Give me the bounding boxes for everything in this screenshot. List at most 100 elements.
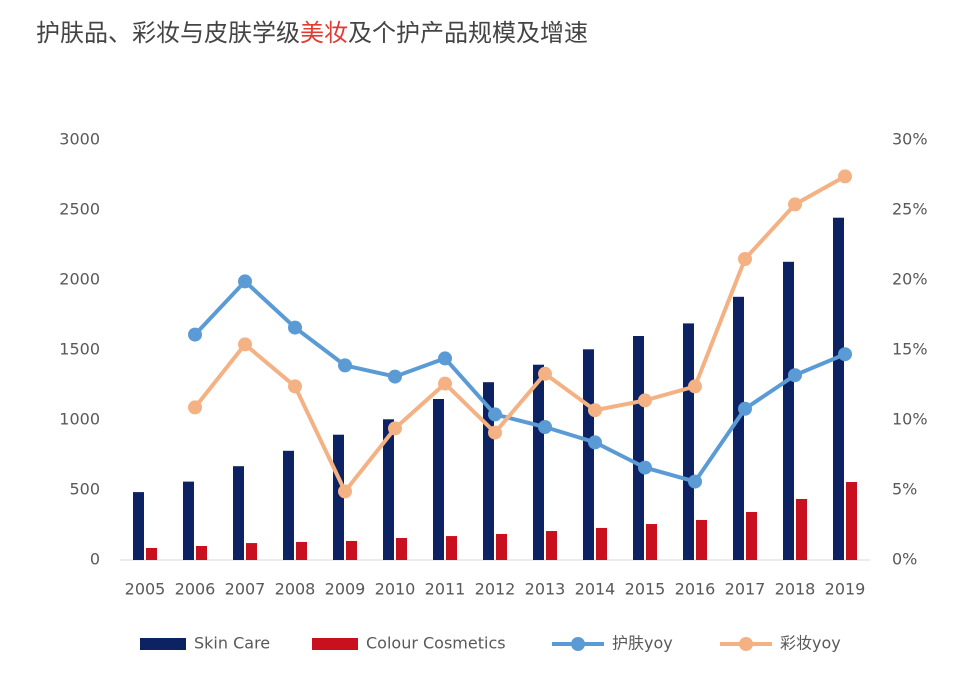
- point: [288, 320, 302, 335]
- bar: [546, 531, 557, 560]
- point: [488, 407, 502, 422]
- y-tick-label: 0: [90, 550, 100, 569]
- point: [638, 460, 652, 475]
- bar: [183, 481, 194, 560]
- point: [388, 421, 402, 436]
- title-part: 护肤品、彩妆与皮肤学级: [36, 19, 300, 47]
- point: [288, 379, 302, 394]
- point: [588, 403, 602, 418]
- bar: [683, 323, 694, 560]
- bar: [796, 498, 807, 560]
- line: [193, 278, 846, 484]
- point: [788, 368, 802, 383]
- y-tick-label: 1000: [59, 410, 100, 429]
- y2-tick-label: 5%: [892, 480, 917, 499]
- x-tick-label: 2005: [125, 580, 166, 599]
- point: [188, 400, 202, 415]
- legend-label: Colour Cosmetics: [366, 634, 506, 653]
- bar: [646, 524, 657, 560]
- y-tick-label: 2500: [59, 200, 100, 219]
- point: [638, 393, 652, 408]
- y2-tick-label: 25%: [892, 200, 928, 219]
- legend-label: 护肤yoy: [612, 634, 673, 653]
- point: [688, 474, 702, 489]
- point: [488, 425, 502, 440]
- point: [788, 197, 802, 212]
- point: [238, 337, 252, 352]
- bar: [133, 492, 144, 560]
- bar: [396, 538, 407, 560]
- bar: [483, 382, 494, 560]
- y-tick-label: 2000: [59, 270, 100, 289]
- legend-swatch: [140, 638, 186, 650]
- point: [438, 351, 452, 366]
- bar: [633, 336, 644, 560]
- point: [338, 358, 352, 373]
- bar: [383, 419, 394, 560]
- x-tick-label: 2018: [775, 580, 816, 599]
- bar: [333, 434, 344, 560]
- x-tick-label: 2016: [675, 580, 716, 599]
- bar: [446, 536, 457, 560]
- bar: [233, 466, 244, 560]
- bar: [846, 482, 857, 560]
- chart-title: 护肤品、彩妆与皮肤学级美妆及个护产品规模及增速: [36, 19, 588, 47]
- bar: [783, 261, 794, 560]
- x-tick-label: 2009: [325, 580, 366, 599]
- legend-swatch: [571, 637, 585, 651]
- title-part: 及个护产品规模及增速: [348, 19, 588, 47]
- y2-tick-label: 0%: [892, 550, 917, 569]
- y-tick-label: 500: [69, 480, 100, 499]
- point: [738, 252, 752, 266]
- x-tick-label: 2013: [525, 580, 566, 599]
- point: [388, 369, 402, 384]
- point: [838, 347, 852, 362]
- x-tick-label: 2017: [725, 580, 766, 599]
- point: [238, 274, 252, 289]
- bar: [733, 296, 744, 560]
- x-tick-label: 2007: [225, 580, 266, 599]
- point: [338, 484, 352, 499]
- x-tick-label: 2008: [275, 580, 316, 599]
- y2-tick-label: 20%: [892, 270, 928, 289]
- bar: [833, 217, 844, 560]
- x-tick-label: 2012: [475, 580, 516, 599]
- bar: [496, 533, 507, 560]
- x-tick-label: 2010: [375, 580, 416, 599]
- bar: [583, 349, 594, 560]
- point: [588, 435, 602, 450]
- line: [193, 174, 846, 496]
- y-tick-label: 1500: [59, 340, 100, 359]
- point: [538, 420, 552, 434]
- bar: [246, 543, 257, 560]
- bar: [533, 364, 544, 560]
- point: [688, 379, 702, 394]
- y2-tick-label: 30%: [892, 130, 928, 149]
- bar: [746, 511, 757, 560]
- y2-tick-label: 10%: [892, 410, 928, 429]
- legend-label: Skin Care: [194, 634, 270, 653]
- bar: [596, 527, 607, 560]
- title-part: 美妆: [300, 19, 348, 47]
- bar: [283, 450, 294, 560]
- legend-label: 彩妆yoy: [780, 634, 841, 653]
- x-tick-label: 2006: [175, 580, 216, 599]
- legend-swatch: [312, 638, 358, 650]
- bar: [196, 546, 207, 560]
- point: [188, 327, 202, 342]
- legend-swatch: [739, 637, 753, 651]
- y-tick-label: 3000: [59, 130, 100, 149]
- bar: [146, 547, 157, 560]
- point: [738, 401, 752, 416]
- point: [538, 366, 552, 381]
- x-tick-label: 2011: [425, 580, 466, 599]
- bar: [433, 399, 444, 560]
- x-tick-label: 2014: [575, 580, 616, 599]
- point: [438, 376, 452, 391]
- x-tick-label: 2019: [825, 580, 866, 599]
- bar: [696, 519, 707, 560]
- x-tick-label: 2015: [625, 580, 666, 599]
- bar: [346, 540, 357, 560]
- point: [838, 169, 852, 184]
